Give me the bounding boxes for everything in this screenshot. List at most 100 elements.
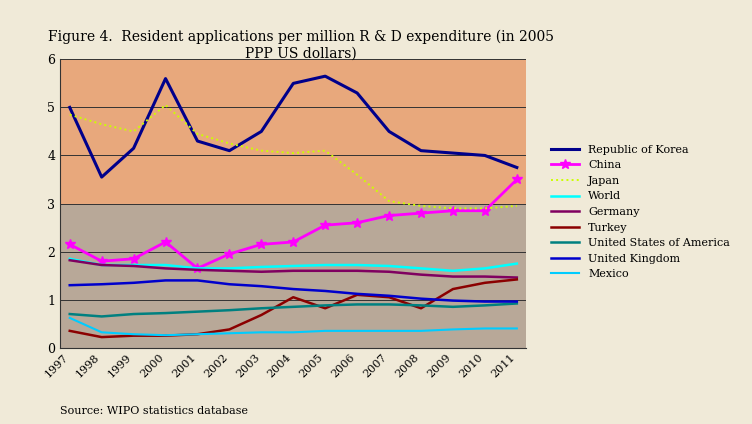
Turkey	[225, 327, 234, 332]
Germany	[448, 274, 457, 279]
United States of America	[320, 303, 329, 308]
Germany	[289, 268, 298, 273]
China	[225, 251, 234, 257]
Bar	[60, 204, 526, 348]
Turkey	[481, 280, 490, 285]
China	[417, 211, 426, 216]
United States of America	[417, 303, 426, 308]
Mexico	[289, 330, 298, 335]
Turkey	[161, 333, 170, 338]
United Kingdom	[384, 293, 393, 298]
Turkey	[289, 295, 298, 300]
Republic of Korea	[320, 74, 329, 79]
Japan	[512, 204, 521, 209]
Japan	[161, 103, 170, 108]
Bar	[60, 59, 526, 204]
United Kingdom	[320, 288, 329, 293]
Japan	[97, 122, 106, 127]
United Kingdom	[448, 298, 457, 303]
Mexico	[65, 315, 74, 321]
Turkey	[129, 333, 138, 338]
Republic of Korea	[384, 129, 393, 134]
Germany	[353, 268, 362, 273]
Text: Source: WIPO statistics database: Source: WIPO statistics database	[60, 405, 248, 416]
China	[384, 213, 393, 218]
United Kingdom	[225, 282, 234, 287]
Mexico	[193, 332, 202, 337]
Germany	[225, 268, 234, 273]
Republic of Korea	[353, 90, 362, 95]
Mexico	[384, 328, 393, 333]
Germany	[65, 258, 74, 263]
Line: Mexico: Mexico	[70, 318, 517, 335]
China	[257, 242, 266, 247]
Germany	[193, 267, 202, 272]
World	[289, 263, 298, 268]
Line: Republic of Korea: Republic of Korea	[70, 76, 517, 177]
Japan	[129, 129, 138, 134]
Republic of Korea	[448, 151, 457, 156]
Germany	[384, 269, 393, 274]
Republic of Korea	[97, 175, 106, 180]
United States of America	[225, 308, 234, 313]
United States of America	[353, 302, 362, 307]
Turkey	[384, 295, 393, 300]
Turkey	[417, 306, 426, 311]
Mexico	[320, 328, 329, 333]
Germany	[129, 263, 138, 268]
Germany	[417, 272, 426, 277]
United Kingdom	[481, 299, 490, 304]
China	[193, 266, 202, 271]
United Kingdom	[353, 291, 362, 296]
Line: United States of America: United States of America	[70, 304, 517, 316]
Japan	[193, 131, 202, 137]
United Kingdom	[193, 278, 202, 283]
Mexico	[257, 330, 266, 335]
World	[320, 262, 329, 268]
World	[65, 256, 74, 261]
United Kingdom	[289, 287, 298, 292]
Germany	[161, 266, 170, 271]
Republic of Korea	[193, 139, 202, 144]
United States of America	[65, 312, 74, 317]
United States of America	[289, 304, 298, 310]
Line: World: World	[70, 259, 517, 271]
Turkey	[512, 277, 521, 282]
United States of America	[129, 312, 138, 317]
China	[65, 242, 74, 247]
Line: Turkey: Turkey	[70, 279, 517, 337]
Republic of Korea	[417, 148, 426, 153]
China	[481, 208, 490, 213]
United States of America	[448, 304, 457, 310]
United States of America	[193, 309, 202, 314]
Republic of Korea	[129, 146, 138, 151]
Republic of Korea	[289, 81, 298, 86]
Mexico	[225, 331, 234, 336]
Republic of Korea	[257, 129, 266, 134]
Republic of Korea	[512, 165, 521, 170]
Turkey	[193, 332, 202, 337]
World	[257, 265, 266, 270]
United Kingdom	[97, 282, 106, 287]
United Kingdom	[257, 284, 266, 289]
Mexico	[448, 327, 457, 332]
Turkey	[97, 335, 106, 340]
United States of America	[384, 302, 393, 307]
Japan	[257, 148, 266, 153]
Japan	[225, 141, 234, 146]
Japan	[448, 206, 457, 211]
Germany	[481, 274, 490, 279]
United States of America	[257, 306, 266, 311]
Germany	[257, 269, 266, 274]
World	[481, 266, 490, 271]
Japan	[417, 204, 426, 209]
Mexico	[161, 333, 170, 338]
Germany	[97, 262, 106, 268]
World	[161, 262, 170, 268]
World	[129, 262, 138, 268]
Turkey	[257, 312, 266, 318]
Turkey	[320, 306, 329, 311]
Line: China: China	[65, 175, 522, 273]
Line: United Kingdom: United Kingdom	[70, 280, 517, 301]
United Kingdom	[161, 278, 170, 283]
